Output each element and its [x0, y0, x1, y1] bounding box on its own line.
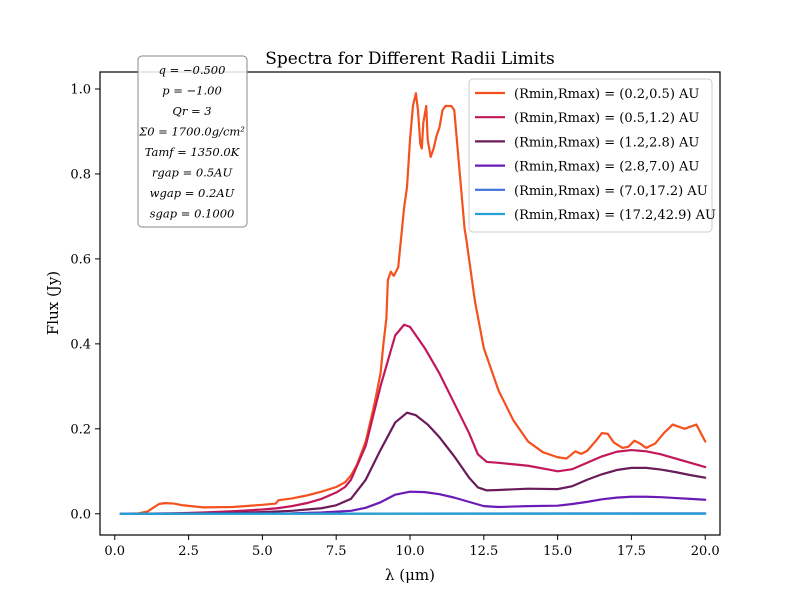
y-axis-label: Flux (Jy): [44, 271, 62, 335]
series-line-1: [119, 92, 707, 515]
parameter-line: sgap = 0.1000: [150, 207, 235, 221]
legend-frame: [468, 78, 713, 233]
series-line-2: [119, 323, 707, 515]
series-line-4: [119, 490, 707, 515]
parameter-box-lines: q = −0.500 p = −1.00 Qr = 3 Σ0 = 1700.0g/cm…: [138, 63, 245, 221]
legend: (Rmin,Rmax) = (0.2,0.5) AU (Rmin,Rmax) = …: [468, 78, 716, 233]
y-tick-label: 0.4: [70, 337, 91, 352]
x-tick-label: 5.0: [252, 544, 273, 559]
legend-label: (Rmin,Rmax) = (0.2,0.5) AU: [514, 87, 699, 102]
parameter-line: wgap = 0.2AU: [150, 186, 235, 200]
series-line-3: [119, 411, 707, 515]
chart-title: Spectra for Different Radii Limits: [265, 49, 555, 69]
plot-lines: [119, 92, 707, 515]
parameter-line: rgap = 0.5AU: [152, 166, 233, 180]
parameter-line: Σ0 = 1700.0g/cm²: [138, 125, 245, 139]
x-tick-label: 7.5: [326, 544, 347, 559]
y-tick-label: 0.2: [70, 422, 91, 437]
parameter-line: p = −1.00: [162, 84, 222, 98]
x-tick-label: 12.5: [469, 544, 498, 559]
y-tick-label: 0.0: [70, 507, 91, 522]
legend-label: (Rmin,Rmax) = (1.2,2.8) AU: [514, 135, 699, 150]
parameter-line: q = −0.500: [159, 63, 226, 77]
x-tick-label: 17.5: [617, 544, 646, 559]
parameter-box-frame: [137, 55, 248, 228]
legend-label: (Rmin,Rmax) = (2.8,7.0) AU: [514, 160, 699, 175]
y-tick-label: 1.0: [70, 82, 91, 97]
parameter-line: Qr = 3: [172, 104, 211, 118]
legend-label: (Rmin,Rmax) = (17.2,42.9) AU: [514, 208, 716, 223]
legend-label: (Rmin,Rmax) = (0.5,1.2) AU: [514, 111, 699, 126]
x-tick-label: 20.0: [691, 544, 720, 559]
x-tick-label: 2.5: [178, 544, 199, 559]
x-axis-ticks: 0.0 2.5 5.0 7.5 10.0 12.5 15.0 17.5 20.0: [104, 535, 720, 559]
y-axis-ticks: 0.0 0.2 0.4 0.6 0.8 1.0: [70, 82, 100, 522]
y-tick-label: 0.6: [70, 252, 91, 267]
parameter-line: Tamf = 1350.0K: [145, 145, 241, 159]
legend-entries: (Rmin,Rmax) = (0.2,0.5) AU (Rmin,Rmax) = …: [475, 87, 716, 223]
x-tick-label: 15.0: [543, 544, 572, 559]
y-tick-label: 0.8: [70, 167, 91, 182]
x-axis-label: λ (μm): [385, 566, 435, 584]
x-tick-label: 10.0: [396, 544, 425, 559]
legend-label: (Rmin,Rmax) = (7.0,17.2) AU: [514, 184, 708, 199]
x-tick-label: 0.0: [104, 544, 125, 559]
parameter-box: q = −0.500 p = −1.00 Qr = 3 Σ0 = 1700.0g/cm…: [137, 55, 248, 228]
